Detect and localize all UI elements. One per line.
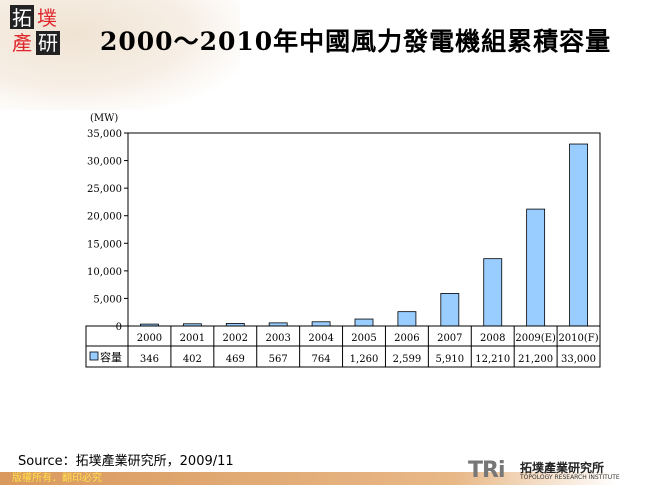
x-tick-label: 2002 xyxy=(223,333,248,344)
legend-label: 容量 xyxy=(100,350,122,364)
y-unit-label: (MW) xyxy=(90,113,118,124)
page-title: 2000～2010年中國風力發電機組累積容量 xyxy=(100,27,612,56)
svg-text:墣: 墣 xyxy=(37,6,57,30)
y-tick-label: 30,000 xyxy=(87,157,122,168)
data-label: 2,599 xyxy=(393,354,422,365)
x-tick-label: 2009(E) xyxy=(515,333,556,344)
data-label: 402 xyxy=(183,354,202,365)
x-tick-label: 2005 xyxy=(351,333,376,344)
brand-name-cn: 拓墣產業研究所 xyxy=(520,461,605,475)
data-label: 1,260 xyxy=(350,354,379,365)
data-label: 764 xyxy=(312,354,331,365)
x-tick-label: 2000 xyxy=(137,333,162,344)
x-tick-label: 2008 xyxy=(480,333,505,344)
x-tick-label: 2006 xyxy=(394,333,419,344)
data-label: 12,210 xyxy=(475,354,510,365)
data-label: 33,000 xyxy=(561,354,596,365)
tri-logo: TRi xyxy=(468,458,505,483)
x-tick-label: 2004 xyxy=(308,333,333,344)
bar-2010(F) xyxy=(569,143,588,327)
svg-text:拓: 拓 xyxy=(12,6,32,30)
x-tick-label: 2001 xyxy=(180,333,205,344)
x-tick-label: 2003 xyxy=(265,333,290,344)
bar-2008 xyxy=(483,258,503,327)
y-tick-label: 25,000 xyxy=(87,184,122,195)
bar-2009(E) xyxy=(526,208,546,327)
x-tick-label: 2010(F) xyxy=(558,333,598,344)
data-label: 469 xyxy=(226,354,245,365)
data-label: 21,200 xyxy=(518,354,553,365)
brand-name-en: TOPOLOGY RESEARCH INSTITUTE xyxy=(520,474,620,481)
bar-2004 xyxy=(311,321,331,327)
y-tick-label: 5,000 xyxy=(93,294,122,305)
source-note: Source：拓墣產業研究所，2009/11 xyxy=(18,454,234,469)
y-tick-label: 20,000 xyxy=(87,212,122,223)
y-tick-label: 15,000 xyxy=(87,239,122,250)
footer-bar xyxy=(0,472,650,485)
y-tick-label: 35,000 xyxy=(87,129,122,140)
x-tick-label: 2007 xyxy=(437,333,462,344)
background-map xyxy=(0,0,240,110)
data-label: 567 xyxy=(269,354,288,365)
bar-2006 xyxy=(397,311,417,327)
bar-2005 xyxy=(354,318,374,327)
copyright-text: 版權所有．翻印必究 xyxy=(12,473,102,484)
data-label: 5,910 xyxy=(435,354,464,365)
y-tick-label: 0 xyxy=(116,322,122,333)
legend-swatch xyxy=(89,351,99,361)
y-tick-label: 10,000 xyxy=(87,267,122,278)
svg-text:研: 研 xyxy=(38,31,58,55)
svg-text:產: 產 xyxy=(12,31,32,55)
logo: 拓 墣 產 研 xyxy=(10,5,60,55)
data-label: 346 xyxy=(140,354,159,365)
bar-2007 xyxy=(440,293,460,327)
